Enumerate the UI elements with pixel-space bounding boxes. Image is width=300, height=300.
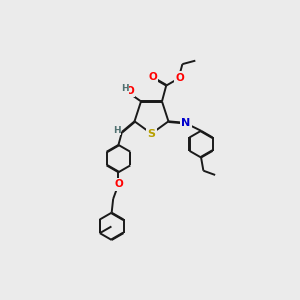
Text: S: S <box>148 129 155 139</box>
Text: H: H <box>113 126 121 135</box>
Text: O: O <box>175 73 184 82</box>
Text: O: O <box>114 179 123 189</box>
Text: N: N <box>181 118 190 128</box>
Text: O: O <box>125 86 134 96</box>
Text: H: H <box>121 85 128 94</box>
Text: O: O <box>148 72 157 82</box>
